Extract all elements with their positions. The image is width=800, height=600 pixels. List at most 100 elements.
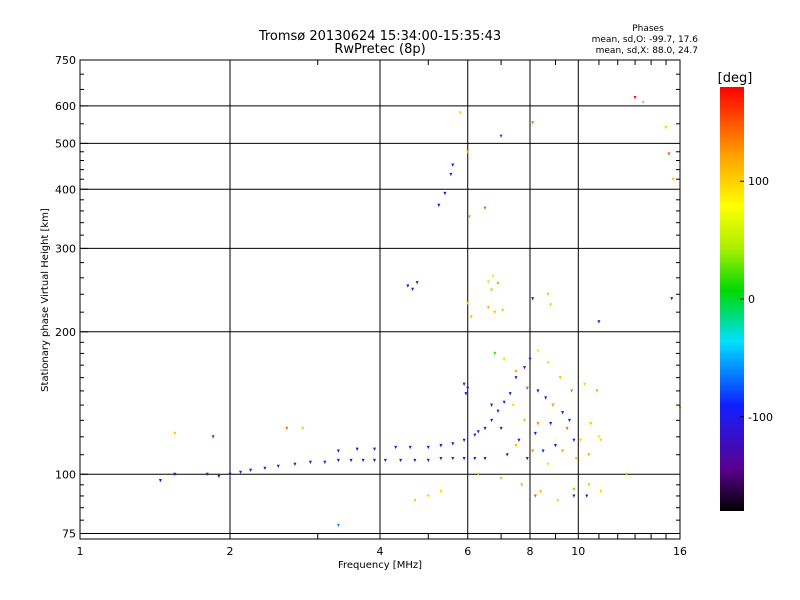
x-tick-label: 4 [377,545,384,558]
data-point [239,470,243,475]
data-point [285,426,289,431]
data-point [565,426,569,431]
data-point [426,458,430,463]
data-point [383,458,387,463]
data-point [276,464,280,469]
data-point [399,458,403,463]
data-point [437,203,441,208]
data-point [501,308,505,313]
x-tick-label: 6 [464,545,471,558]
data-point [633,95,637,100]
data-point [583,382,587,386]
data-point [523,366,527,370]
x-tick-label: 10 [571,545,585,558]
colorbar-tick-label: 100 [748,175,769,188]
y-tick-label: 75 [62,527,76,540]
data-point [451,442,455,446]
data-point [466,386,470,390]
data-point [533,494,537,498]
data-point [263,466,267,471]
data-point [523,418,527,423]
data-point [408,445,412,450]
data-point [468,215,472,219]
chart-subtitle: RwPretec (8p) [334,42,425,57]
data-point [585,494,589,498]
data-point [670,297,674,301]
data-point [355,447,359,451]
colorbar-tick-label: 0 [748,293,755,306]
colorbar-tick-label: -100 [748,411,773,424]
data-point [336,458,340,463]
data-point [558,376,562,380]
data-point [546,361,550,365]
data-point [667,152,671,156]
data-point [541,449,545,453]
data-point [336,449,340,453]
data-point [323,460,327,465]
data-point [570,389,574,393]
data-point [561,411,565,415]
data-point [466,301,470,305]
data-point [549,303,553,307]
data-point [415,281,419,285]
data-point [466,150,470,154]
data-point [439,456,443,461]
data-point [544,396,548,400]
y-tick-label: 200 [55,326,76,339]
data-point [553,444,557,448]
data-point [249,468,253,473]
data-point [451,456,455,461]
data-point [476,472,480,477]
y-tick-label: 400 [55,183,76,196]
data-point [499,426,503,431]
phase-heading: Phases [632,24,664,34]
data-point [514,369,518,374]
data-point [486,306,490,310]
data-point [525,456,529,461]
data-point [493,351,497,356]
data-point [595,389,599,393]
data-point [514,376,518,380]
data-point [462,456,466,461]
data-point [413,458,417,463]
data-point [589,422,593,426]
data-point [502,400,506,404]
data-point [490,418,494,423]
plot-frame [79,59,681,540]
data-point [451,163,455,167]
data-point [449,172,453,177]
axis-ticks: 1 2 4 6 8 10 16 75 100 200 300 400 500 600 750 [55,54,687,558]
data-point [556,499,560,503]
data-point [508,392,512,396]
data-point [301,426,305,431]
y-axis-label: Stationary phase Virtual Height [km] [40,208,51,392]
data-point [473,456,477,461]
y-tick-label: 600 [55,100,76,113]
data-point [426,494,430,498]
data-point [413,499,417,503]
data-point [411,287,415,292]
data-point [517,438,521,443]
y-tick-label: 100 [55,468,76,481]
y-tick-label: 300 [55,242,76,255]
data-point [549,422,553,426]
data-point [514,444,518,448]
x-tick-label: 1 [77,545,84,558]
data-point [211,435,215,439]
data-point [499,476,503,481]
data-point [536,389,540,393]
data-point [490,403,494,407]
data-point [483,206,487,210]
data-point [464,392,468,396]
data-point [469,315,473,319]
data-point [572,487,576,492]
data-point [664,126,668,130]
data-point [228,472,232,477]
data-point [536,422,540,426]
data-point [439,489,443,494]
chart-title: Tromsø 20130624 15:34:00-15:35:43 [258,29,501,44]
data-point [520,483,524,487]
data-point [373,447,377,451]
data-point [473,433,477,437]
